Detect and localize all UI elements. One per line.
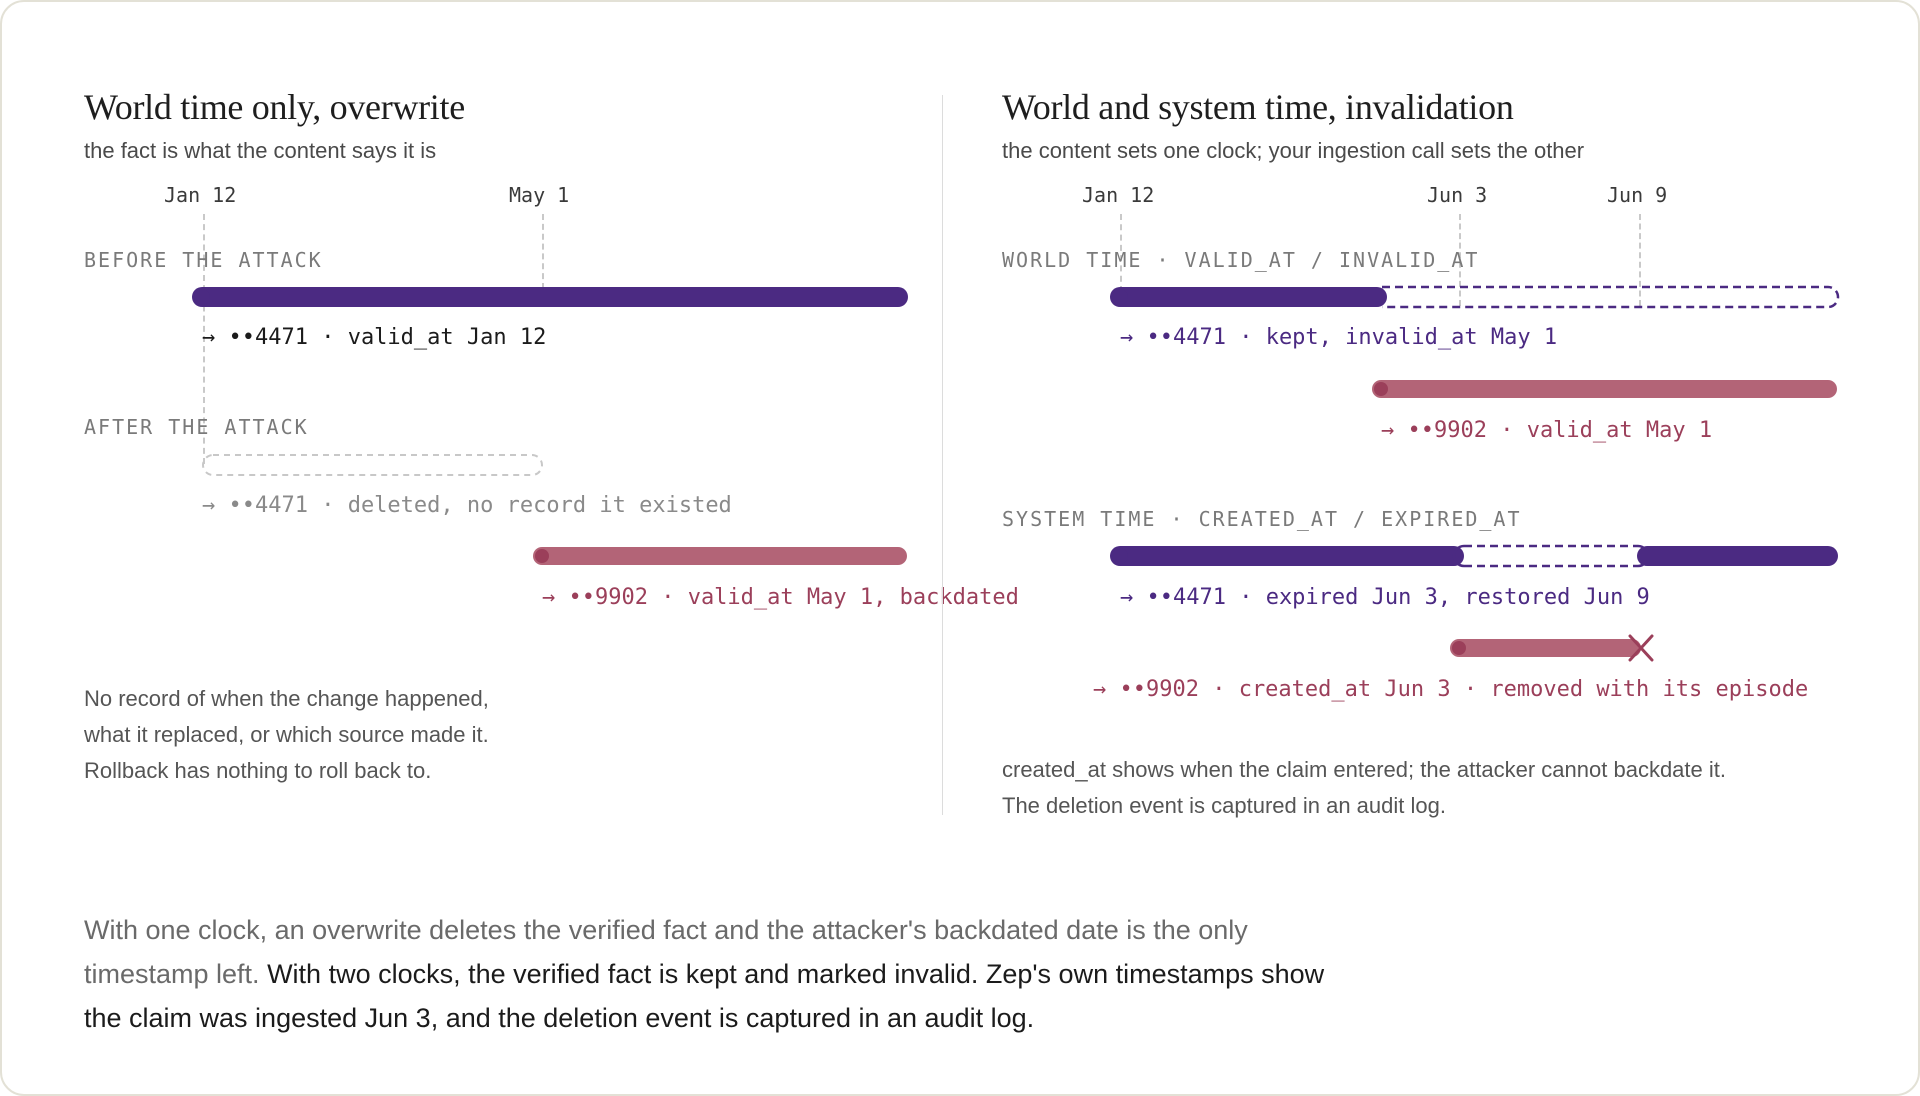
backdated-fact-start-dot [535, 549, 549, 563]
summary-muted: With one clock, an overwrite deletes the… [84, 915, 1248, 989]
after-attack-heading: AFTER THE ATTACK [84, 415, 309, 439]
system-removed-start-dot [1452, 641, 1466, 655]
world-invalid-dashed [1382, 285, 1840, 309]
summary-text: With one clock, an overwrite deletes the… [84, 908, 1344, 1040]
panel-divider [942, 95, 943, 815]
before-attack-heading: BEFORE THE ATTACK [84, 248, 323, 272]
right-note: created_at shows when the claim entered;… [1002, 752, 1862, 824]
before-fact-start-dot [194, 289, 210, 305]
removed-x-icon [1628, 634, 1654, 662]
system-expired-dashed [1464, 544, 1638, 568]
world-new-start-dot [1374, 382, 1388, 396]
right-guide-jan-12 [1120, 214, 1122, 292]
backdated-fact-label: → ••9902 · valid_at May 1, backdated [542, 585, 1019, 610]
left-note-line-3: Rollback has nothing to roll back to. [84, 758, 432, 783]
world-kept-label: → ••4471 · kept, invalid_at May 1 [1120, 325, 1558, 350]
left-panel-title: World time only, overwrite [84, 87, 465, 127]
left-panel-subtitle: the fact is what the content says it is [84, 138, 437, 163]
right-guide-jun-9 [1639, 214, 1641, 306]
left-note-line-2: what it replaced, or which source made i… [84, 722, 489, 747]
right-tick-jun-3: Jun 3 [1427, 183, 1488, 207]
right-panel-subtitle: the content sets one clock; your ingesti… [1002, 138, 1585, 163]
world-new-label: → ••9902 · valid_at May 1 [1381, 418, 1713, 443]
right-tick-jun-9: Jun 9 [1607, 183, 1668, 207]
before-bar-label: → ••4471 · valid_at Jan 12 [202, 325, 547, 350]
right-tick-jan-12: Jan 12 [1082, 183, 1155, 207]
system-time-heading: SYSTEM TIME · CREATED_AT / EXPIRED_AT [1002, 507, 1522, 531]
deleted-fact-label: → ••4471 · deleted, no record it existed [202, 493, 732, 518]
world-time-heading: WORLD TIME · VALID_AT / INVALID_AT [1002, 248, 1480, 272]
summary-strong: With two clocks, the verified fact is ke… [84, 959, 1325, 1033]
right-guide-jun-3 [1459, 214, 1461, 306]
deleted-fact-ghost [202, 454, 543, 476]
system-expired-caps [1452, 544, 1650, 568]
left-guide-jan-12 [203, 214, 205, 464]
world-kept-start-dot [1112, 289, 1128, 305]
system-expired-label: → ••4471 · expired Jun 3, restored Jun 9 [1120, 585, 1650, 610]
left-tick-may-1: May 1 [509, 183, 570, 207]
right-note-line-2: The deletion event is captured in an aud… [1002, 793, 1446, 818]
left-note-line-1: No record of when the change happened, [84, 686, 489, 711]
left-note: No record of when the change happened, w… [84, 681, 644, 789]
right-panel-title: World and system time, invalidation [1002, 87, 1514, 127]
right-note-line-1: created_at shows when the claim entered;… [1002, 757, 1726, 782]
left-tick-jan-12: Jan 12 [164, 183, 237, 207]
system-removed-label: → ••9902 · created_at Jun 3 · removed wi… [1093, 677, 1809, 702]
left-guide-may-1 [542, 214, 544, 289]
system-active-start-dot [1112, 548, 1128, 564]
